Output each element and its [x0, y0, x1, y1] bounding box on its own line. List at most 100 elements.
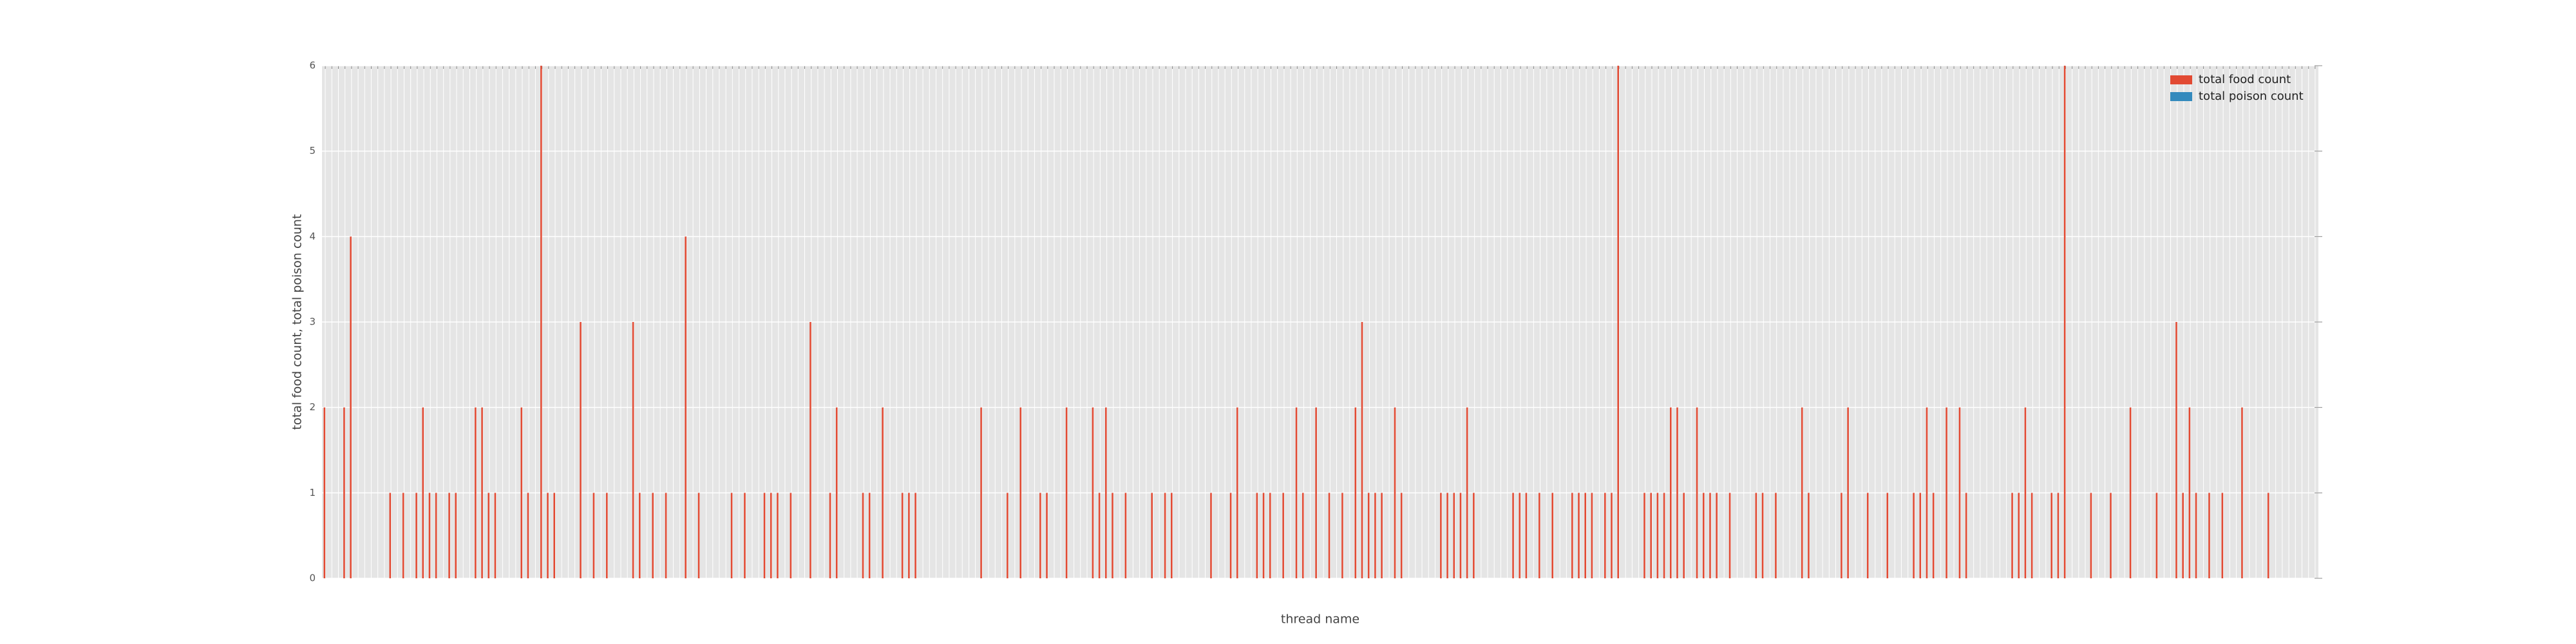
bar: [2129, 407, 2132, 578]
bar: [1124, 493, 1127, 578]
bar: [1459, 493, 1462, 578]
bar: [665, 493, 667, 578]
bar: [1775, 493, 1777, 578]
bar: [1716, 493, 1718, 578]
bar: [2063, 66, 2066, 578]
bar: [2208, 493, 2210, 578]
bar: [455, 493, 457, 578]
bar: [1361, 322, 1363, 578]
bar: [1295, 407, 1298, 578]
bar: [632, 322, 634, 578]
bar: [901, 493, 904, 578]
legend-swatch: [2170, 75, 2192, 84]
bar: [2050, 493, 2053, 578]
bar: [1446, 493, 1448, 578]
bar: [1007, 493, 1009, 578]
bar: [1092, 407, 1094, 578]
bar: [488, 493, 490, 578]
bar: [547, 493, 549, 578]
bar: [1019, 407, 1022, 578]
bar: [1808, 493, 1810, 578]
y-tick-label: 4: [309, 231, 316, 242]
y-tick-label: 6: [309, 60, 316, 71]
bar: [1584, 493, 1586, 578]
bar: [1801, 407, 1803, 578]
bar: [1400, 493, 1403, 578]
bar: [2090, 493, 2092, 578]
bar: [481, 407, 483, 578]
bar: [1112, 493, 1113, 578]
y-tick-label: 3: [309, 316, 316, 328]
bar: [323, 407, 326, 578]
bar: [527, 493, 529, 578]
bar: [908, 493, 910, 578]
bar: [1282, 493, 1284, 578]
bar: [1229, 493, 1232, 578]
bar: [520, 407, 523, 578]
bar: [1341, 493, 1343, 578]
bar: [868, 493, 871, 578]
bar: [2221, 493, 2224, 578]
bar: [829, 493, 831, 578]
bar: [1098, 493, 1101, 578]
bar: [1728, 493, 1731, 578]
bar: [1755, 493, 1757, 578]
bar: [2057, 493, 2060, 578]
bar: [1328, 493, 1331, 578]
bar: [1683, 493, 1685, 578]
bar: [1926, 407, 1928, 578]
legend-text: total poison count: [2199, 90, 2304, 103]
bar: [777, 493, 779, 578]
bar: [1604, 493, 1606, 578]
bar: [1381, 493, 1383, 578]
bar: [494, 493, 497, 578]
bar: [1539, 493, 1540, 578]
bar: [2031, 493, 2033, 578]
bar: [730, 493, 733, 578]
bar: [389, 493, 392, 578]
bar: [1453, 493, 1455, 578]
bar: [1571, 493, 1573, 578]
bar: [2011, 493, 2013, 578]
bar: [1617, 66, 1619, 578]
bar: [1958, 407, 1961, 578]
bar: [2267, 493, 2269, 578]
bar: [1262, 493, 1265, 578]
bar: [763, 493, 766, 578]
bar: [770, 493, 772, 578]
bar: [2188, 407, 2191, 578]
bar: [1302, 493, 1304, 578]
bar: [639, 493, 641, 578]
bar: [343, 407, 345, 578]
bar: [790, 493, 792, 578]
bar: [1256, 493, 1258, 578]
bar: [350, 236, 352, 578]
bar: [1171, 493, 1173, 578]
bar: [1394, 407, 1396, 578]
bar: [1696, 407, 1698, 578]
bar: [980, 407, 982, 578]
bar: [1440, 493, 1442, 578]
bar: [1551, 493, 1554, 578]
bar: [1932, 493, 1935, 578]
bar: [448, 493, 450, 578]
bar: [2195, 493, 2197, 578]
bar: [1702, 493, 1705, 578]
bar: [1315, 407, 1317, 578]
bar: [580, 322, 582, 578]
bar: [1847, 407, 1849, 578]
bar: [697, 493, 700, 578]
bar: [2110, 493, 2112, 578]
bar: [402, 493, 404, 578]
bar: [914, 493, 916, 578]
legend-swatch: [2170, 92, 2192, 101]
bar: [2175, 322, 2177, 578]
bar: [1886, 493, 1889, 578]
y-tick-label: 1: [309, 487, 316, 498]
bar: [592, 493, 595, 578]
bar: [652, 493, 654, 578]
bar: [1919, 493, 1922, 578]
bars: [323, 66, 2269, 578]
bar: [1164, 493, 1166, 578]
